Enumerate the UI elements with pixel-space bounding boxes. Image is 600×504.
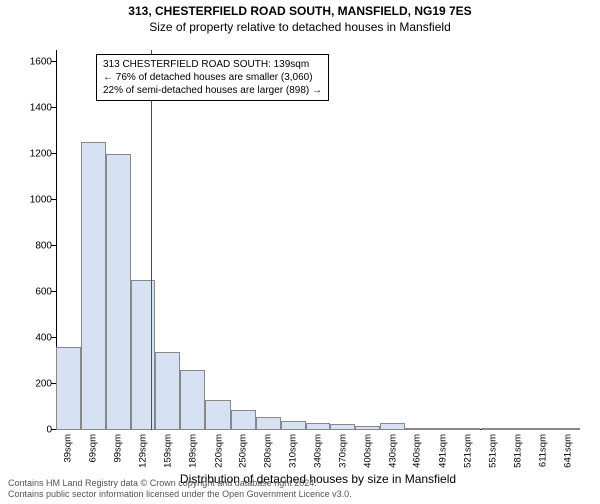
histogram-bar [530, 428, 555, 430]
y-tick-mark [51, 107, 56, 108]
histogram-bar [505, 428, 530, 430]
annotation-line: ← 76% of detached houses are smaller (3,… [103, 71, 322, 84]
footer-line-1: Contains HM Land Registry data © Crown c… [8, 478, 352, 489]
histogram-bar [456, 428, 481, 430]
y-tick-label: 800 [35, 240, 52, 251]
y-tick-mark [51, 383, 56, 384]
x-tick-label: 370sqm [337, 434, 348, 468]
chart-area: Number of detached properties Distributi… [56, 50, 580, 430]
x-tick-label: 220sqm [213, 434, 224, 468]
x-tick-label: 99sqm [113, 434, 124, 463]
x-tick-label: 189sqm [187, 434, 198, 468]
y-tick-label: 200 [35, 378, 52, 389]
x-tick-label: 521sqm [463, 434, 474, 468]
y-tick-mark [51, 153, 56, 154]
annotation-line: 22% of semi-detached houses are larger (… [103, 84, 322, 97]
x-tick-label: 129sqm [138, 434, 149, 468]
histogram-bar [380, 423, 405, 430]
histogram-bar [481, 428, 506, 430]
x-tick-label: 159sqm [162, 434, 173, 468]
histogram-bar [180, 370, 205, 430]
chart-title: 313, CHESTERFIELD ROAD SOUTH, MANSFIELD,… [0, 4, 600, 18]
footer-attribution: Contains HM Land Registry data © Crown c… [8, 478, 352, 500]
y-tick-mark [51, 291, 56, 292]
histogram-bar [306, 423, 331, 430]
x-tick-label: 460sqm [412, 434, 423, 468]
annotation-box: 313 CHESTERFIELD ROAD SOUTH: 139sqm← 76%… [96, 54, 329, 101]
histogram-bar [430, 428, 456, 430]
x-tick-label: 250sqm [238, 434, 249, 468]
x-tick-label: 280sqm [263, 434, 274, 468]
plot-area: 0200400600800100012001400160039sqm69sqm9… [56, 50, 580, 430]
y-tick-label: 1000 [30, 194, 52, 205]
x-tick-label: 400sqm [362, 434, 373, 468]
footer-line-2: Contains public sector information licen… [8, 489, 352, 500]
y-tick-label: 1600 [30, 56, 52, 67]
x-tick-label: 581sqm [512, 434, 523, 468]
histogram-bar [205, 400, 231, 430]
x-tick-label: 641sqm [562, 434, 573, 468]
x-tick-label: 39sqm [63, 434, 74, 463]
x-tick-label: 551sqm [487, 434, 498, 468]
y-tick-mark [51, 61, 56, 62]
histogram-bar [231, 410, 256, 430]
histogram-bar [56, 347, 81, 430]
histogram-bar [405, 428, 430, 430]
x-tick-label: 69sqm [88, 434, 99, 463]
y-tick-label: 600 [35, 286, 52, 297]
x-tick-label: 340sqm [313, 434, 324, 468]
reference-line [151, 50, 152, 430]
y-tick-mark [51, 429, 56, 430]
x-tick-label: 491sqm [438, 434, 449, 468]
x-tick-label: 611sqm [537, 434, 548, 467]
y-tick-label: 400 [35, 332, 52, 343]
histogram-bar [355, 426, 380, 430]
histogram-bar [330, 424, 355, 430]
y-tick-mark [51, 337, 56, 338]
histogram-bar [106, 154, 131, 430]
histogram-bar [81, 142, 106, 430]
x-tick-label: 430sqm [387, 434, 398, 468]
y-tick-label: 0 [46, 425, 52, 436]
chart-subtitle: Size of property relative to detached ho… [0, 20, 600, 34]
histogram-bar [555, 428, 580, 430]
histogram-bar [256, 417, 281, 430]
annotation-line: 313 CHESTERFIELD ROAD SOUTH: 139sqm [103, 58, 322, 71]
x-tick-label: 310sqm [288, 434, 299, 468]
histogram-bar [155, 352, 180, 430]
y-tick-mark [51, 199, 56, 200]
histogram-bar [281, 421, 306, 430]
y-tick-mark [51, 245, 56, 246]
y-tick-label: 1200 [30, 148, 52, 159]
y-tick-label: 1400 [30, 102, 52, 113]
